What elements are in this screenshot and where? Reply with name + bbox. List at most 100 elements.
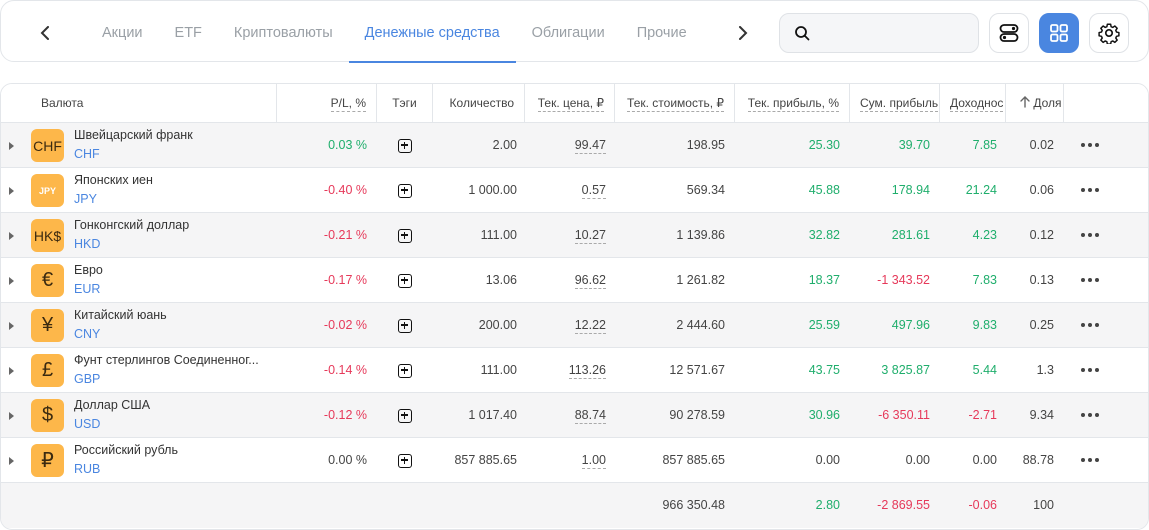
more-dots-icon bbox=[1095, 368, 1099, 372]
add-tag-button[interactable] bbox=[398, 318, 412, 333]
row-menu-button[interactable] bbox=[1081, 143, 1099, 147]
settings-button[interactable] bbox=[1089, 13, 1129, 53]
more-dots-icon bbox=[1088, 188, 1092, 192]
price-value[interactable]: 10.27 bbox=[574, 228, 606, 244]
table-row[interactable]: $ Доллар США USD -0.12 % 1 017.40 88.74 90 278… bbox=[1, 393, 1148, 438]
header-share-label: Доля bbox=[1033, 96, 1062, 110]
expand-row-icon[interactable] bbox=[9, 187, 14, 195]
table-row[interactable]: ¥ Китайский юань CNY -0.02 % 200.00 12.22 2 44… bbox=[1, 303, 1148, 348]
currency-name: Гонконгский доллар bbox=[74, 218, 190, 232]
search-input[interactable] bbox=[818, 25, 978, 41]
search-box[interactable] bbox=[779, 13, 979, 53]
total-share: 100 bbox=[1033, 498, 1054, 512]
expand-row-icon[interactable] bbox=[9, 412, 14, 420]
currency-code[interactable]: USD bbox=[74, 417, 101, 431]
pl-value: -0.12 % bbox=[323, 408, 367, 422]
tab-etf[interactable]: ETF bbox=[174, 25, 202, 41]
price-value[interactable]: 0.57 bbox=[581, 183, 606, 199]
table-row[interactable]: CHF Швейцарский франк CHF 0.03 % 2.00 99.47 19… bbox=[1, 123, 1148, 168]
price-value[interactable]: 96.62 bbox=[574, 273, 606, 289]
price-cell: 88.74 bbox=[525, 393, 606, 438]
header-value-label: Тек. стоимость, ₽ bbox=[627, 96, 724, 112]
add-tag-button[interactable] bbox=[398, 408, 412, 423]
table-row[interactable]: £ Фунт стерлингов Соединенног... GBP -0.14 … bbox=[1, 348, 1148, 393]
tab-other[interactable]: Прочие bbox=[636, 25, 687, 41]
row-menu-button[interactable] bbox=[1081, 323, 1099, 327]
expand-row-icon[interactable] bbox=[9, 232, 14, 240]
header-pl[interactable]: P/L, % bbox=[277, 84, 377, 123]
more-dots-icon bbox=[1088, 143, 1092, 147]
currency-icon: ₽ bbox=[31, 444, 64, 477]
currency-code[interactable]: EUR bbox=[74, 282, 101, 296]
header-yield[interactable]: Доходнос bbox=[940, 84, 1006, 123]
row-menu-button[interactable] bbox=[1081, 458, 1099, 462]
share-value: 0.25 bbox=[1029, 318, 1054, 332]
header-yield-label: Доходнос bbox=[950, 96, 1004, 112]
add-tag-button[interactable] bbox=[398, 183, 412, 198]
price-value[interactable]: 88.74 bbox=[574, 408, 606, 424]
currency-code[interactable]: JPY bbox=[74, 192, 97, 206]
expand-row-icon[interactable] bbox=[9, 367, 14, 375]
view-toggle-button[interactable] bbox=[989, 13, 1029, 53]
row-menu-button[interactable] bbox=[1081, 413, 1099, 417]
row-menu-button[interactable] bbox=[1081, 278, 1099, 282]
currency-code[interactable]: GBP bbox=[74, 372, 101, 386]
price-value[interactable]: 12.22 bbox=[574, 318, 606, 334]
row-menu-button[interactable] bbox=[1081, 233, 1099, 237]
table-row[interactable]: HK$ Гонконгский доллар HKD -0.21 % 111.00 10.… bbox=[1, 213, 1148, 258]
table-row[interactable]: ₽ Российский рубль RUB 0.00 % 857 885.65 1.00… bbox=[1, 438, 1148, 483]
category-tabs: Акции ETF Криптовалюты Денежные средства… bbox=[86, 1, 703, 63]
profit-pct-value: 18.37 bbox=[808, 273, 840, 287]
tab-cash[interactable]: Денежные средства bbox=[348, 1, 516, 63]
add-tag-button[interactable] bbox=[398, 363, 412, 378]
expand-row-icon[interactable] bbox=[9, 322, 14, 330]
total-profit-value: 178.94 bbox=[891, 183, 930, 197]
add-tag-button[interactable] bbox=[398, 138, 412, 153]
add-tag-button[interactable] bbox=[398, 453, 412, 468]
total-profit-value: 39.70 bbox=[898, 138, 930, 152]
tab-stocks[interactable]: Акции bbox=[102, 25, 143, 41]
currency-code[interactable]: HKD bbox=[74, 237, 101, 251]
currency-code[interactable]: RUB bbox=[74, 462, 101, 476]
tag-cell bbox=[377, 258, 433, 303]
currency-icon: ¥ bbox=[31, 309, 64, 342]
header-currency[interactable]: Валюта bbox=[31, 84, 277, 123]
row-menu-button[interactable] bbox=[1081, 368, 1099, 372]
tab-crypto[interactable]: Криптовалюты bbox=[233, 25, 333, 41]
header-value[interactable]: Тек. стоимость, ₽ bbox=[615, 84, 735, 123]
share-value: 1.3 bbox=[1036, 363, 1054, 377]
table-row[interactable]: JPY Японских иен JPY -0.40 % 1 000.00 0.57 569… bbox=[1, 168, 1148, 213]
header-quantity[interactable]: Количество bbox=[433, 84, 525, 123]
tab-bonds[interactable]: Облигации bbox=[531, 25, 605, 41]
header-price[interactable]: Тек. цена, ₽ bbox=[525, 84, 615, 123]
grid-view-button[interactable] bbox=[1039, 13, 1079, 53]
price-value[interactable]: 113.26 bbox=[568, 363, 606, 379]
yield-value: 5.44 bbox=[972, 363, 997, 377]
share-value: 9.34 bbox=[1029, 408, 1054, 422]
header-share[interactable]: Доля bbox=[1006, 84, 1064, 123]
expand-row-icon[interactable] bbox=[9, 142, 14, 150]
more-dots-icon bbox=[1095, 278, 1099, 282]
expand-row-icon[interactable] bbox=[9, 277, 14, 285]
expand-row-icon[interactable] bbox=[9, 457, 14, 465]
table-row[interactable]: € Евро EUR -0.17 % 13.06 96.62 1 261.82 18.37 -1… bbox=[1, 258, 1148, 303]
cash-table: Валюта P/L, % Тэги Количество Тек. цена,… bbox=[0, 83, 1149, 530]
price-value[interactable]: 99.47 bbox=[574, 138, 606, 154]
add-tag-button[interactable] bbox=[398, 273, 412, 288]
scroll-right-button[interactable] bbox=[727, 19, 759, 47]
currency-code[interactable]: CHF bbox=[74, 147, 100, 161]
scroll-left-button[interactable] bbox=[29, 19, 61, 47]
header-profit-pct[interactable]: Тек. прибыль, % bbox=[735, 84, 850, 123]
quantity-value: 13.06 bbox=[485, 273, 517, 287]
currency-name: Японских иен bbox=[74, 173, 153, 187]
more-dots-icon bbox=[1081, 413, 1085, 417]
total-profit-pct: 2.80 bbox=[815, 498, 840, 512]
currency-code[interactable]: CNY bbox=[74, 327, 101, 341]
add-tag-button[interactable] bbox=[398, 228, 412, 243]
price-value[interactable]: 1.00 bbox=[581, 453, 606, 469]
header-total-profit[interactable]: Сум. прибыль bbox=[850, 84, 940, 123]
value-amount: 569.34 bbox=[686, 183, 725, 197]
profit-pct-value: 25.30 bbox=[808, 138, 840, 152]
header-tags[interactable]: Тэги bbox=[377, 84, 433, 123]
row-menu-button[interactable] bbox=[1081, 188, 1099, 192]
